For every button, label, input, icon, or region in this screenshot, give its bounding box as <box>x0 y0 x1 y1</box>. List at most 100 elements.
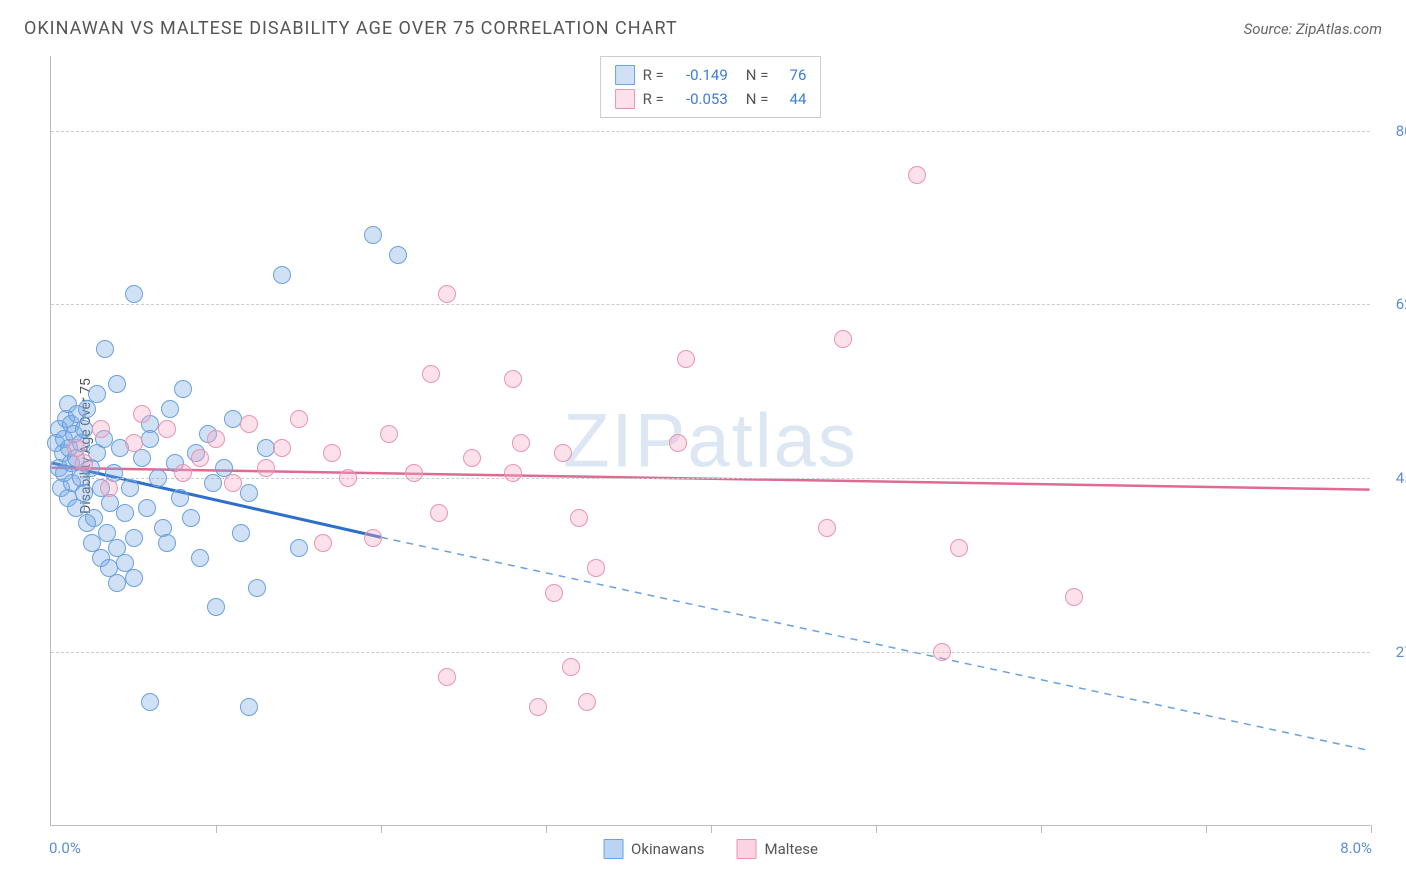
data-point <box>141 430 159 448</box>
data-point <box>669 434 687 452</box>
y-tick-label: 27.5% <box>1376 643 1406 661</box>
data-point <box>818 519 836 537</box>
data-point <box>182 509 200 527</box>
data-point <box>75 484 93 502</box>
data-point <box>570 509 588 527</box>
data-point <box>125 529 143 547</box>
scatter-plot-area: ZIPatlas R =-0.149N =76R =-0.053N =44 Ok… <box>50 56 1370 826</box>
data-point <box>138 499 156 517</box>
data-point <box>204 474 222 492</box>
data-point <box>174 380 192 398</box>
data-point <box>463 449 481 467</box>
data-point <box>75 420 93 438</box>
data-point <box>121 479 139 497</box>
gridline-h <box>51 652 1370 653</box>
data-point <box>273 439 291 457</box>
x-tick <box>381 825 382 833</box>
legend-item: Okinawans <box>603 839 704 859</box>
data-point <box>174 464 192 482</box>
data-point <box>161 400 179 418</box>
data-point <box>677 350 695 368</box>
gridline-h <box>51 131 1370 132</box>
legend-row: R =-0.149N =76 <box>615 63 807 87</box>
data-point <box>554 444 572 462</box>
data-point <box>950 539 968 557</box>
data-point <box>232 524 250 542</box>
data-point <box>75 454 93 472</box>
data-point <box>504 464 522 482</box>
data-point <box>512 434 530 452</box>
data-point <box>290 410 308 428</box>
data-point <box>504 370 522 388</box>
series-legend: Okinawans Maltese <box>603 839 818 859</box>
x-tick <box>546 825 547 833</box>
data-point <box>224 474 242 492</box>
x-tick <box>1206 825 1207 833</box>
data-point <box>364 226 382 244</box>
data-point <box>422 365 440 383</box>
data-point <box>339 469 357 487</box>
data-point <box>85 509 103 527</box>
data-point <box>257 439 275 457</box>
data-point <box>125 285 143 303</box>
data-point <box>133 405 151 423</box>
source-credit: Source: ZipAtlas.com <box>1244 20 1382 38</box>
x-tick-label: 0.0% <box>49 839 81 857</box>
data-point <box>405 464 423 482</box>
data-point <box>96 340 114 358</box>
data-point <box>578 693 596 711</box>
x-tick <box>1041 825 1042 833</box>
legend-item: Maltese <box>737 839 818 859</box>
data-point <box>240 415 258 433</box>
x-tick <box>876 825 877 833</box>
gridline-h <box>51 304 1370 305</box>
data-point <box>240 484 258 502</box>
data-point <box>92 420 110 438</box>
y-tick-label: 80.0% <box>1376 122 1406 140</box>
data-point <box>158 420 176 438</box>
data-point <box>248 579 266 597</box>
data-point <box>257 459 275 477</box>
x-tick <box>711 825 712 833</box>
data-point <box>438 668 456 686</box>
data-point <box>273 266 291 284</box>
data-point <box>323 444 341 462</box>
data-point <box>207 598 225 616</box>
data-point <box>191 449 209 467</box>
data-point <box>88 385 106 403</box>
gridline-h <box>51 478 1370 479</box>
x-tick <box>1371 825 1372 833</box>
data-point <box>438 285 456 303</box>
data-point <box>141 693 159 711</box>
watermark: ZIPatlas <box>563 397 858 484</box>
data-point <box>430 504 448 522</box>
legend-row: R =-0.053N =44 <box>615 87 807 111</box>
data-point <box>364 529 382 547</box>
x-tick-label: 8.0% <box>1340 839 1372 857</box>
data-point <box>562 658 580 676</box>
data-point <box>389 246 407 264</box>
y-tick-label: 62.5% <box>1376 295 1406 313</box>
data-point <box>100 479 118 497</box>
data-point <box>529 698 547 716</box>
data-point <box>158 534 176 552</box>
data-point <box>171 489 189 507</box>
data-point <box>191 549 209 567</box>
data-point <box>125 434 143 452</box>
data-point <box>290 539 308 557</box>
x-tick <box>216 825 217 833</box>
data-point <box>1065 588 1083 606</box>
chart-title: OKINAWAN VS MALTESE DISABILITY AGE OVER … <box>24 18 678 39</box>
y-tick-label: 45.0% <box>1376 469 1406 487</box>
data-point <box>380 425 398 443</box>
data-point <box>108 574 126 592</box>
correlation-legend: R =-0.149N =76R =-0.053N =44 <box>600 56 822 118</box>
data-point <box>545 584 563 602</box>
data-point <box>240 698 258 716</box>
data-point <box>908 166 926 184</box>
data-point <box>834 330 852 348</box>
data-point <box>149 469 167 487</box>
data-point <box>207 430 225 448</box>
data-point <box>314 534 332 552</box>
data-point <box>587 559 605 577</box>
